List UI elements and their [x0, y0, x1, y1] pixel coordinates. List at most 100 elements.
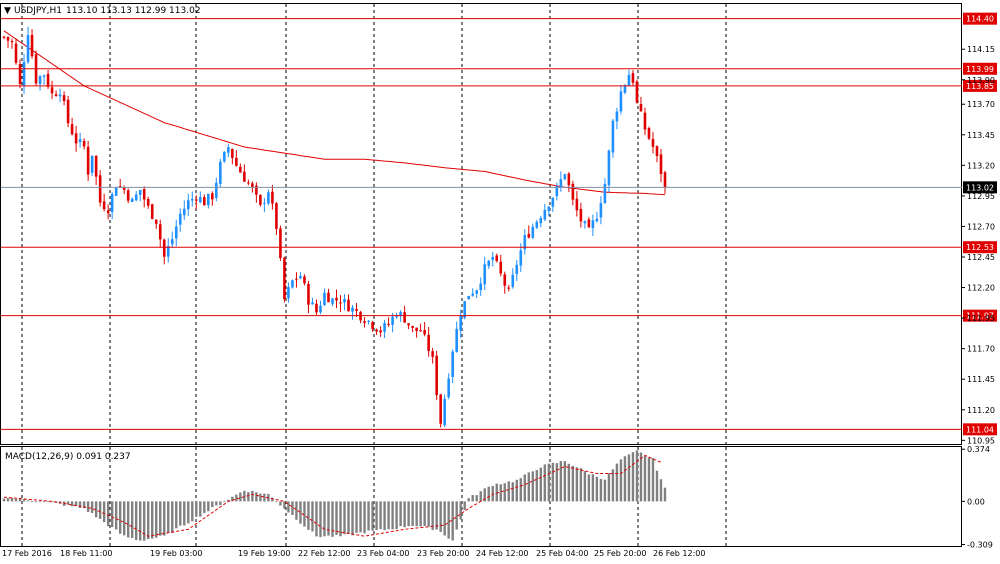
candle-body — [327, 292, 330, 303]
macd-bar — [102, 501, 106, 523]
macd-bar — [359, 501, 362, 533]
macd-bar — [607, 473, 611, 502]
candle-body — [503, 274, 507, 286]
candle-body — [182, 208, 186, 216]
macd-bar — [399, 501, 402, 527]
macd-bar — [118, 501, 122, 534]
macd-bar — [551, 462, 555, 502]
candle-body — [431, 351, 434, 357]
candle-body — [595, 218, 599, 222]
x-tick-label: 23 Feb 04:00 — [357, 549, 409, 558]
macd-bar — [367, 501, 370, 531]
x-tick-label: 19 Feb 19:00 — [238, 549, 290, 558]
macd-bar — [475, 495, 478, 502]
candle-body — [363, 321, 366, 323]
candle-body — [30, 34, 34, 57]
candle-body — [102, 201, 106, 210]
candle-body — [126, 190, 130, 201]
macd-bar — [659, 479, 663, 502]
macd-bar — [143, 501, 146, 541]
level-tag-label: 111.04 — [966, 425, 994, 434]
candle-body — [295, 278, 298, 280]
level-tag — [963, 309, 997, 322]
candles-layer — [2, 26, 667, 428]
candle-body — [122, 187, 126, 190]
candle-body — [90, 155, 94, 173]
macd-bar — [34, 501, 38, 503]
macd-bar — [499, 484, 502, 502]
level-tag-label: 111.97 — [966, 312, 994, 321]
candle-body — [215, 182, 218, 198]
candle-body — [243, 171, 246, 182]
candle-body — [6, 37, 10, 41]
macd-bar — [110, 501, 114, 528]
candle-body — [455, 328, 458, 352]
macd-y-tick-label: -0.309 — [967, 540, 993, 549]
macd-bar — [287, 501, 290, 513]
macd-bar — [159, 501, 162, 536]
y-tick-label: 112.95 — [967, 192, 995, 201]
macd-bar — [379, 501, 382, 530]
macd-bar — [243, 490, 246, 502]
macd-bar — [38, 501, 42, 503]
candle-body — [86, 146, 90, 175]
macd-bar — [663, 487, 667, 502]
candle-body — [74, 133, 78, 144]
candle-body — [527, 233, 531, 238]
macd-bar — [299, 501, 302, 524]
macd-bar — [315, 501, 318, 537]
candle-body — [459, 316, 462, 331]
candle-body — [643, 112, 647, 130]
candle-body — [166, 246, 170, 257]
y-tick-label: 111.20 — [967, 406, 995, 415]
macd-bar — [90, 501, 94, 513]
macd-bar — [335, 501, 338, 535]
y-tick-label: 111.95 — [967, 314, 995, 323]
candle-body — [42, 75, 46, 77]
macd-bar — [122, 501, 126, 536]
candle-body — [519, 250, 523, 266]
y-tick-label: 112.70 — [967, 222, 995, 231]
macd-bar — [515, 479, 518, 502]
macd-bar — [371, 501, 374, 531]
candle-body — [291, 280, 294, 288]
macd-bar — [311, 501, 314, 532]
macd-bar — [539, 467, 543, 502]
macd-bar — [279, 501, 282, 506]
candle-body — [535, 221, 539, 228]
candle-body — [511, 274, 515, 287]
candle-body — [479, 283, 483, 291]
macd-bar — [114, 501, 118, 530]
macd-bar — [419, 501, 422, 527]
macd-bar — [651, 458, 655, 502]
macd-bar — [471, 495, 474, 502]
macd-bar — [507, 481, 510, 502]
candle-body — [255, 185, 258, 195]
macd-bar — [227, 499, 230, 502]
candle-body — [555, 186, 559, 197]
y-tick-label: 113.20 — [967, 161, 995, 170]
macd-bar — [543, 464, 547, 502]
macd-bar — [319, 501, 322, 538]
level-tag — [963, 79, 997, 92]
macd-pane-frame — [0, 446, 962, 547]
macd-bar — [175, 501, 178, 529]
macd-bar — [495, 483, 498, 502]
macd-bar — [26, 500, 30, 502]
y-tick-label: 111.70 — [967, 345, 995, 354]
symbol-dropdown-icon[interactable]: ▼ — [4, 6, 11, 16]
candle-body — [130, 198, 134, 203]
level-tag-label: 113.99 — [966, 65, 994, 74]
macd-bar — [415, 501, 418, 527]
candle-body — [315, 303, 318, 313]
candle-body — [323, 292, 326, 306]
x-tick-label: 22 Feb 12:00 — [298, 549, 350, 558]
macd-bar — [519, 478, 522, 502]
macd-bar — [447, 501, 450, 539]
candle-body — [259, 195, 262, 205]
macd-bar — [343, 501, 346, 535]
level-tag — [963, 62, 997, 75]
level-tag — [963, 423, 997, 436]
candle-body — [507, 287, 511, 289]
